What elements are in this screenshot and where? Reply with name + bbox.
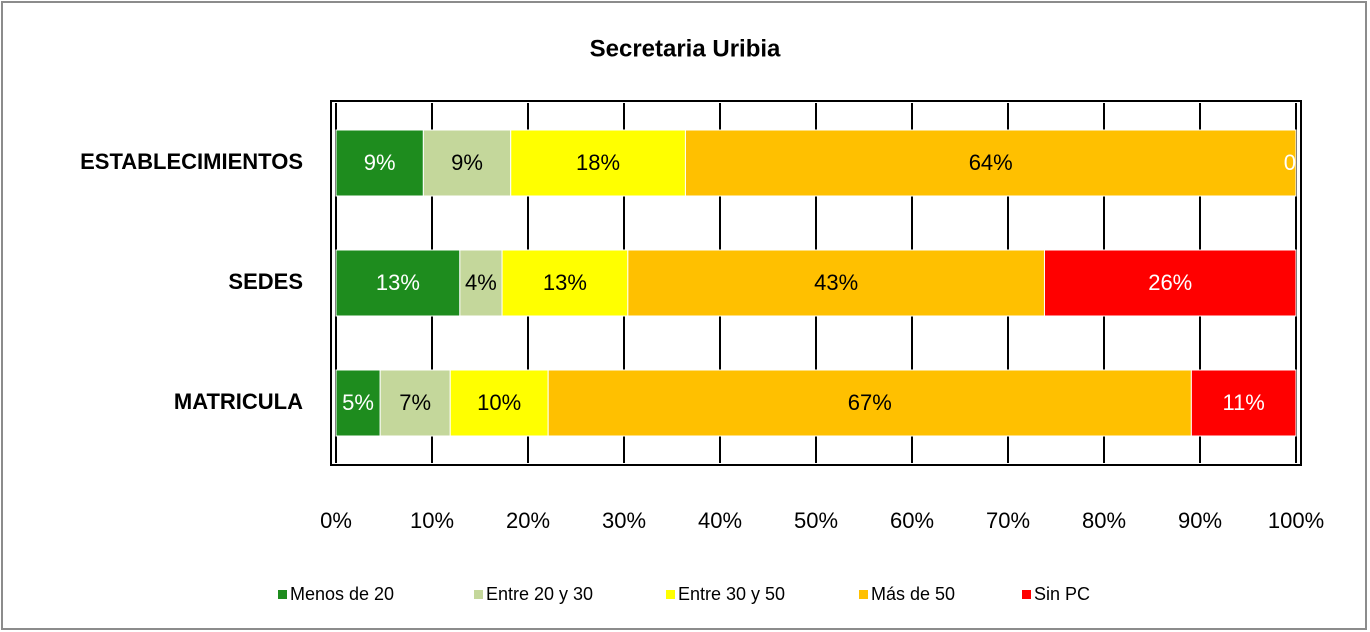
x-tick-label: 30%	[602, 508, 646, 533]
data-label: 43%	[814, 270, 858, 295]
legend-label: Entre 30 y 50	[678, 584, 785, 604]
bar-segment	[422, 129, 512, 197]
data-label: 18%	[576, 150, 620, 175]
data-label: 7%	[399, 390, 431, 415]
legend-swatch	[666, 590, 675, 599]
x-tick-label: 70%	[986, 508, 1030, 533]
bar-segment	[1043, 249, 1297, 317]
data-label: 10%	[477, 390, 521, 415]
legend-swatch	[1022, 590, 1031, 599]
data-label: 11%	[1222, 390, 1264, 415]
data-label: 26%	[1148, 270, 1192, 295]
y-tick-label: MATRICULA	[174, 389, 303, 414]
legend-label: Más de 50	[871, 584, 955, 604]
bar-segment	[335, 129, 424, 197]
legend-label: Entre 20 y 30	[486, 584, 593, 604]
bar-segment	[547, 369, 1192, 437]
x-tick-label: 50%	[794, 508, 838, 533]
bar-segment	[335, 249, 461, 317]
bar-segment	[1190, 369, 1297, 437]
bar-segment	[627, 249, 1045, 317]
x-tick-label: 60%	[890, 508, 934, 533]
y-tick-label: SEDES	[228, 269, 303, 294]
bar-segment	[379, 369, 451, 437]
x-tick-label: 80%	[1082, 508, 1126, 533]
legend-swatch	[278, 590, 287, 599]
plot-border	[330, 100, 1302, 466]
bar-segment	[335, 369, 381, 437]
data-label: 64%	[969, 150, 1013, 175]
y-tick-label: ESTABLECIMIENTOS	[80, 149, 303, 174]
x-tick-label: 0%	[320, 508, 352, 533]
chart-title: Secretaria Uribia	[590, 35, 781, 62]
bar-segment	[684, 129, 1297, 197]
x-tick-label: 40%	[698, 508, 742, 533]
legend-label: Sin PC	[1034, 584, 1090, 604]
bar-segment	[459, 249, 503, 317]
data-label: 9%	[451, 150, 483, 175]
data-label: 4%	[465, 270, 497, 295]
x-tick-label: 10%	[410, 508, 454, 533]
data-label: 13%	[376, 270, 420, 295]
data-label: 67%	[848, 390, 892, 415]
legend-swatch	[859, 590, 868, 599]
x-tick-label: 100%	[1268, 508, 1324, 533]
legend-label: Menos de 20	[290, 584, 394, 604]
data-label: 9%	[364, 150, 396, 175]
bar-segment	[510, 129, 686, 197]
legend-swatch	[474, 590, 483, 599]
x-tick-label: 20%	[506, 508, 550, 533]
data-label: 13%	[543, 270, 587, 295]
data-label: 0	[1284, 150, 1296, 175]
data-label: 5%	[342, 390, 374, 415]
x-tick-label: 90%	[1178, 508, 1222, 533]
bar-segment	[449, 369, 549, 437]
